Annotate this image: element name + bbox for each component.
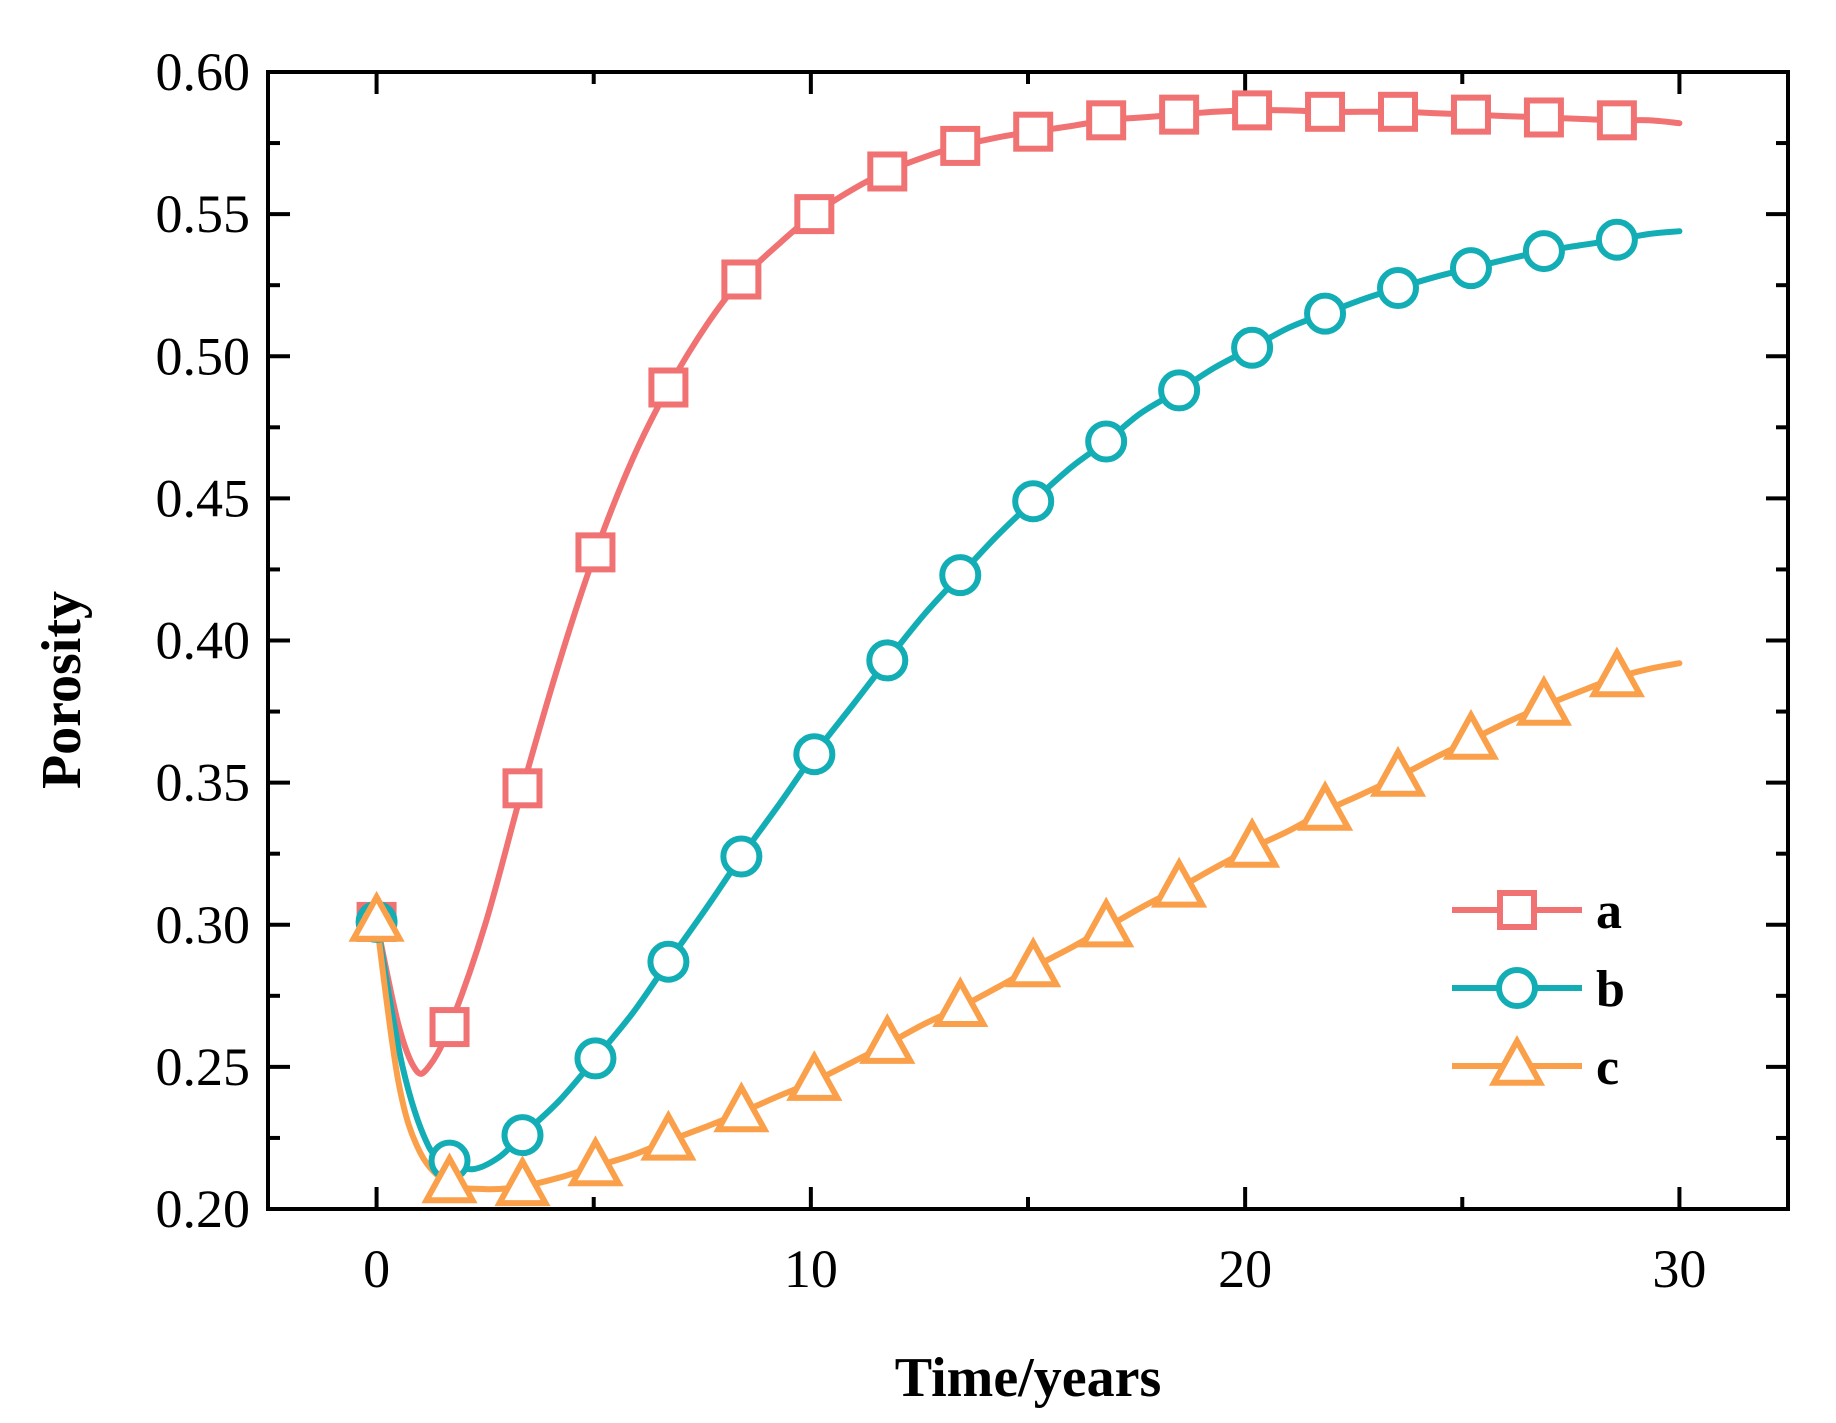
series-a-marker: [429, 1007, 470, 1048]
y-tick-label: 0.30: [156, 895, 251, 955]
series-b-marker: [1085, 420, 1128, 463]
series-a-marker: [794, 194, 835, 235]
series-markers: [348, 90, 1645, 1207]
series-b-marker: [1377, 267, 1420, 310]
y-tick-label: 0.20: [156, 1179, 251, 1239]
series-a-marker: [1596, 100, 1637, 141]
series-c-marker: [786, 1050, 843, 1101]
y-tick-label: 0.35: [156, 753, 251, 813]
series-c-marker: [421, 1152, 478, 1204]
series-a-marker: [575, 532, 616, 573]
series-c-marker: [1078, 896, 1135, 948]
series-c-marker: [859, 1013, 916, 1064]
series-c-marker: [348, 890, 405, 942]
series-b-marker: [1012, 480, 1055, 523]
series-a-marker: [1013, 111, 1054, 152]
legend-c-label: c: [1596, 1039, 1619, 1096]
series-c-marker: [1442, 708, 1500, 760]
series-a-marker: [1378, 91, 1419, 132]
legend-a-marker: [1497, 890, 1537, 930]
series-b-marker: [866, 639, 909, 682]
y-tick-label: 0.50: [156, 326, 251, 386]
series-b-line: [373, 228, 1683, 1173]
legend-c-marker: [1488, 1034, 1546, 1086]
legend-b-marker: [1496, 967, 1538, 1009]
y-tick-label: 0.25: [156, 1037, 251, 1097]
y-axis-title: Porosity: [31, 591, 93, 789]
series-b-marker: [1522, 230, 1565, 273]
series-c-marker: [1005, 936, 1062, 988]
series-b-marker: [1231, 326, 1274, 369]
series-c-marker: [567, 1135, 624, 1187]
series-b-marker: [1304, 292, 1347, 335]
x-axis-title: Time/years: [895, 1347, 1161, 1409]
series-b-marker: [1158, 369, 1201, 412]
x-tick-label: 30: [1652, 1239, 1706, 1299]
series-b-marker: [793, 733, 836, 776]
series-b-marker: [647, 940, 690, 983]
series-c-marker: [1369, 745, 1427, 797]
series-a-marker: [1086, 100, 1127, 141]
series-b-marker: [939, 554, 982, 597]
legend-a-label: a: [1596, 883, 1622, 940]
series-c-marker: [640, 1109, 697, 1161]
series-a-marker: [502, 768, 543, 809]
x-tick-label: 20: [1218, 1239, 1272, 1299]
series-c-marker: [932, 976, 989, 1027]
y-tick-label: 0.45: [156, 468, 251, 528]
series-c-marker: [1224, 816, 1281, 868]
series-a-marker: [1450, 94, 1491, 135]
series-b-marker: [1449, 247, 1492, 290]
series-c-marker: [1151, 856, 1208, 908]
series-a-marker: [1232, 90, 1273, 131]
series-a-marker: [1305, 91, 1346, 132]
y-tick-label: 0.40: [156, 611, 251, 671]
series-b-marker: [720, 835, 763, 878]
x-tick-label: 10: [784, 1239, 838, 1299]
legend-b-label: b: [1596, 961, 1625, 1018]
x-tick-label: 0: [363, 1239, 390, 1299]
tick-labels: 0 10 20 30 0.20 0.25 0.30 0.35 0.40 0.45 0.50 0.55 0…: [156, 42, 1707, 1299]
series-c-marker: [713, 1081, 770, 1133]
series-a-marker: [940, 125, 981, 166]
series-a-marker: [867, 151, 908, 192]
series-b-marker: [574, 1037, 617, 1080]
series-c-marker: [1515, 674, 1572, 726]
series-a-marker: [1159, 94, 1200, 135]
series-c-marker: [494, 1155, 551, 1207]
series-c-marker: [1588, 646, 1645, 698]
plot-area-frame: [266, 70, 1790, 1211]
y-tick-label: 0.55: [156, 184, 251, 244]
series-a-marker: [721, 259, 762, 300]
series-a-marker: [1523, 97, 1564, 138]
series-b-marker: [501, 1114, 544, 1157]
y-tick-label: 0.60: [156, 42, 251, 102]
legend: abc: [1452, 883, 1625, 1096]
series-c-marker: [1297, 780, 1354, 831]
series-a-marker: [648, 367, 689, 408]
series-b-marker: [1595, 218, 1638, 261]
